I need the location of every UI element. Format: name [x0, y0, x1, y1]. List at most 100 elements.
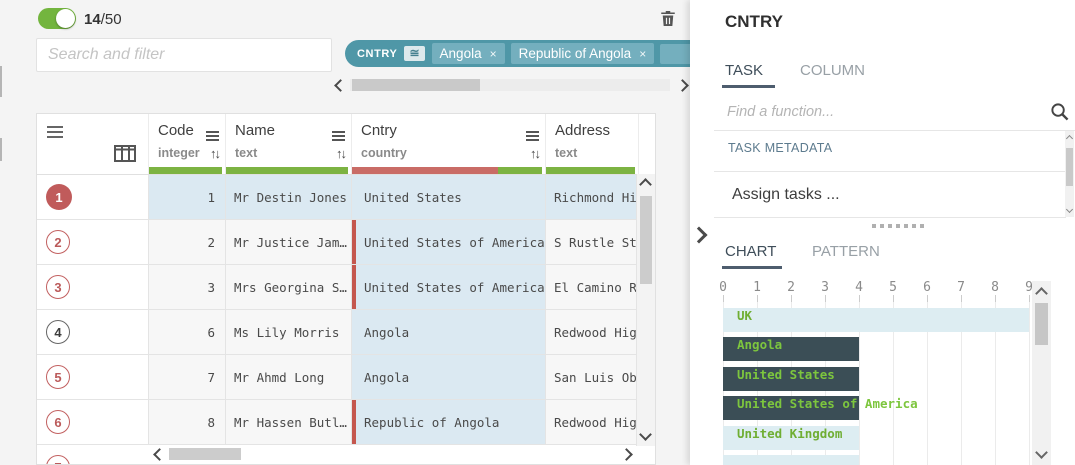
filter-operator-badge[interactable]: ≅	[404, 46, 425, 61]
cell-cntry[interactable]: United States	[352, 175, 546, 219]
chip-remove-icon[interactable]: ×	[489, 46, 497, 61]
tab-chart[interactable]: CHART	[725, 243, 777, 260]
row-number-circle[interactable]: 2	[46, 230, 70, 254]
column-header-name[interactable]: Name text ↑↓	[226, 114, 352, 174]
axis-tick-mark	[791, 295, 792, 302]
chart-bar[interactable]: United States of America	[723, 396, 918, 421]
row-number-circle[interactable]: 3	[46, 275, 70, 299]
row-number-circle[interactable]: 1	[46, 184, 72, 210]
chart-bar[interactable]: United States	[723, 366, 859, 391]
column-header-code[interactable]: Code integer ↑↓	[149, 114, 226, 174]
grid-corner-cell[interactable]	[37, 114, 149, 174]
column-menu-icon[interactable]	[206, 130, 219, 133]
row-number-cell[interactable]: 2	[37, 220, 149, 264]
cell-cntry[interactable]: Angola	[352, 310, 546, 354]
row-number-cell[interactable]: 1	[37, 175, 149, 219]
panel-resize-handle[interactable]	[872, 224, 924, 228]
row-number-circle[interactable]: 4	[46, 320, 70, 344]
scroll-up-icon[interactable]	[1035, 287, 1048, 300]
chart-bar[interactable]: United Kingdom	[723, 425, 859, 450]
rows-filter-toggle[interactable]	[38, 8, 76, 29]
scroll-left-icon[interactable]	[153, 448, 166, 461]
filter-scroll-right-icon[interactable]	[676, 79, 689, 92]
collapse-panel-icon[interactable]	[690, 226, 708, 244]
left-splitter[interactable]	[0, 66, 2, 97]
scroll-down-icon[interactable]	[1035, 446, 1048, 459]
chart-bar[interactable]: UK	[723, 308, 1029, 332]
chart-bar-label: United Kingdom	[737, 425, 843, 441]
grid-hscrollbar-thumb[interactable]	[169, 448, 241, 460]
sort-icon[interactable]: ↑↓	[530, 146, 541, 161]
row-number-cell[interactable]: 4	[37, 310, 149, 354]
chart-bar[interactable]: Angola	[723, 337, 859, 362]
cell-cntry[interactable]: Republic of Angola	[352, 400, 546, 444]
cell-code[interactable]: 3	[149, 265, 226, 309]
grid-vscrollbar-thumb[interactable]	[640, 196, 652, 284]
tab-column[interactable]: COLUMN	[800, 62, 866, 79]
tab-task[interactable]: TASK	[725, 62, 764, 79]
cell-name[interactable]: Mr Destin Jones	[226, 175, 352, 219]
row-number-circle[interactable]: 5	[46, 365, 70, 389]
filter-value-chip[interactable]: Republic of Angola ×	[510, 43, 655, 64]
cell-address[interactable]: San Luis Ob	[546, 355, 639, 399]
cell-address[interactable]: Redwood Hig	[546, 310, 639, 354]
table-row-partial[interactable]: 7	[37, 445, 150, 464]
column-header-address[interactable]: Address text	[546, 114, 639, 174]
row-number-circle[interactable]: 6	[46, 410, 70, 434]
column-header-cntry[interactable]: Cntry country ↑↓	[352, 114, 546, 174]
trash-icon[interactable]	[659, 9, 677, 33]
grid-body: 1 1 Mr Destin Jones United States Richmond H…	[37, 175, 655, 445]
row-number-circle[interactable]: 7	[46, 455, 70, 464]
filter-scroll-left-icon[interactable]	[334, 79, 347, 92]
filter-pill[interactable]: CNTRY ≅ Angola × Republic of Angola ×	[345, 40, 690, 67]
grid-vscrollbar[interactable]	[636, 174, 655, 446]
tab-pattern[interactable]: PATTERN	[812, 243, 880, 260]
search-icon[interactable]	[1050, 102, 1069, 126]
grid-menu-icon[interactable]	[47, 126, 63, 128]
cell-code[interactable]: 2	[149, 220, 226, 264]
chart-bar-label: UK	[737, 308, 753, 323]
grid-hscrollbar[interactable]	[149, 444, 639, 464]
search-input[interactable]	[36, 38, 332, 72]
cell-name[interactable]: Ms Lily Morris	[226, 310, 352, 354]
filter-value-chip-partial[interactable]	[660, 43, 690, 64]
cell-code[interactable]: 7	[149, 355, 226, 399]
function-list-scrollbar-thumb[interactable]	[1066, 148, 1073, 186]
left-splitter[interactable]	[0, 138, 2, 161]
cell-address[interactable]: El Camino R	[546, 265, 639, 309]
column-menu-icon[interactable]	[332, 130, 345, 133]
cell-name[interactable]: Mr Ahmd Long	[226, 355, 352, 399]
column-menu-icon[interactable]	[526, 130, 539, 133]
cell-cntry[interactable]: United States of America	[352, 265, 546, 309]
row-number-cell[interactable]: 5	[37, 355, 149, 399]
function-list-scrollbar[interactable]	[1065, 131, 1074, 217]
cell-address[interactable]: Redwood Hig	[546, 400, 639, 444]
cell-name[interactable]: Mrs Georgina S…	[226, 265, 352, 309]
sort-icon[interactable]: ↑↓	[210, 146, 221, 161]
column-chooser-icon[interactable]	[114, 145, 136, 162]
scroll-right-icon[interactable]	[620, 448, 633, 461]
cell-address[interactable]: S Rustle St	[546, 220, 639, 264]
filter-scrollbar-track[interactable]	[350, 79, 670, 91]
cell-name[interactable]: Mr Hassen Butl…	[226, 400, 352, 444]
sort-icon[interactable]: ↑↓	[336, 146, 347, 161]
cell-name[interactable]: Mr Justice Jam…	[226, 220, 352, 264]
cell-code[interactable]: 6	[149, 310, 226, 354]
cell-address[interactable]: Richmond Hi	[546, 175, 639, 219]
scroll-down-icon[interactable]	[1065, 205, 1074, 214]
row-number-cell[interactable]: 6	[37, 400, 149, 444]
chart-scrollbar[interactable]	[1032, 281, 1051, 465]
chart-scrollbar-thumb[interactable]	[1035, 303, 1048, 345]
scroll-up-icon[interactable]	[1065, 134, 1074, 143]
cell-code[interactable]: 8	[149, 400, 226, 444]
cell-cntry[interactable]: United States of America	[352, 220, 546, 264]
cell-cntry[interactable]: Angola	[352, 355, 546, 399]
chip-remove-icon[interactable]: ×	[639, 46, 647, 61]
cell-code[interactable]: 1	[149, 175, 226, 219]
chart-bar-partial[interactable]	[723, 455, 859, 465]
function-search-input[interactable]	[725, 103, 1039, 121]
row-number-cell[interactable]: 3	[37, 265, 149, 309]
filter-scrollbar-thumb[interactable]	[352, 79, 480, 91]
filter-value-chip[interactable]: Angola ×	[431, 43, 505, 64]
assign-tasks-item[interactable]: Assign tasks ...	[732, 186, 840, 203]
